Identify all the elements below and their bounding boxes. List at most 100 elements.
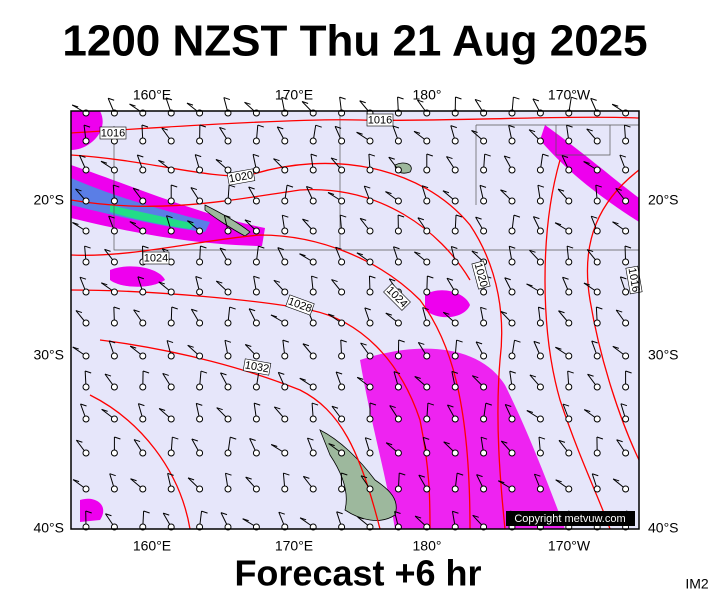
wind-barb-feather (596, 306, 603, 310)
station (593, 288, 601, 296)
station (82, 288, 90, 296)
station (139, 449, 147, 457)
wind-barb-feather (171, 184, 178, 188)
station (309, 137, 317, 145)
wind-barb-feather (359, 217, 367, 221)
wind-barb-feather (508, 124, 515, 128)
wind-barb-feather (104, 373, 112, 377)
station (565, 288, 573, 296)
wind-barb-feather (306, 186, 313, 189)
wind-barb-feather (443, 441, 450, 445)
wind-barb-feather (165, 97, 173, 101)
station (451, 485, 459, 493)
isobars (70, 116, 640, 530)
wind-barb-feather (282, 339, 290, 343)
station (423, 197, 431, 205)
wind-barb-feather (385, 442, 393, 446)
wind-barb-feather (480, 436, 488, 440)
station (480, 197, 488, 205)
station (167, 197, 175, 205)
station (252, 449, 260, 457)
wind-barb-feather (620, 403, 628, 407)
wind-barb-feather (253, 275, 260, 279)
bottom-label: 160°E (133, 538, 171, 554)
wind-barb-feather (554, 222, 562, 226)
wind-barb-feather (327, 192, 335, 195)
wind-barb-feather (399, 472, 406, 476)
station (281, 288, 289, 296)
station (167, 137, 175, 145)
wind-barb-feather (171, 306, 178, 310)
station (480, 449, 488, 457)
wind-barb-feather (230, 436, 237, 440)
station (110, 197, 118, 205)
station (281, 415, 289, 423)
wind-barb-feather (335, 371, 343, 375)
station (167, 383, 175, 391)
wind-barb-feather (302, 343, 310, 347)
wind-barb-feather (172, 436, 179, 440)
wind-barb-feather (557, 188, 565, 192)
station (196, 352, 204, 360)
station (110, 288, 118, 296)
wind-barb-feather (452, 510, 459, 514)
isobar-label-text: 1016 (626, 267, 642, 293)
wind-barb-feather (369, 402, 377, 406)
wind-barb-feather (143, 510, 150, 514)
station (622, 288, 630, 296)
top-label: 170°W (548, 87, 591, 103)
station (82, 258, 90, 266)
wind-barb-feather (277, 247, 284, 251)
wind-barb-feather (498, 480, 505, 484)
station (110, 258, 118, 266)
wind-barb-feather (389, 405, 396, 409)
station (480, 485, 488, 493)
station (480, 166, 488, 174)
wind-barb-feather (484, 153, 491, 157)
station (281, 197, 289, 205)
station (224, 166, 232, 174)
wind-barb-feather (254, 402, 261, 406)
station (480, 227, 488, 235)
wind-barb-feather (75, 188, 82, 192)
station (338, 352, 346, 360)
wind-barb-feather (158, 408, 166, 411)
rain-core (71, 178, 210, 232)
wind-barb-feather (558, 439, 566, 443)
wind-barb-feather (133, 439, 141, 443)
wind-barb-feather (216, 280, 223, 284)
wind-barb-feather (485, 402, 492, 406)
station (593, 137, 601, 145)
wind-barb-feather (278, 371, 285, 375)
wind-barb-feather (252, 153, 260, 157)
wind-barb-feather (220, 372, 227, 376)
wind-barb-feather (191, 438, 199, 442)
station (252, 415, 260, 423)
station (508, 137, 516, 145)
isobar-label-text: 1020 (228, 169, 254, 185)
station (622, 137, 630, 145)
wind-barb-feather (195, 276, 202, 279)
wind-barb-feather (129, 221, 137, 225)
station (82, 449, 90, 457)
station (565, 227, 573, 235)
station (622, 227, 630, 235)
station (622, 383, 630, 391)
station (139, 352, 147, 360)
station (196, 288, 204, 296)
station (167, 288, 175, 296)
wind-barb-feather (592, 473, 599, 477)
station (224, 197, 232, 205)
rain-band (540, 125, 639, 222)
station (423, 485, 431, 493)
isobar-label-box (471, 260, 491, 290)
station (309, 485, 317, 493)
wind-barb-feather (365, 437, 372, 441)
station (338, 383, 346, 391)
station (110, 485, 118, 493)
wind-barb-feather (394, 511, 401, 514)
wind-barb-feather (514, 339, 521, 343)
station (309, 449, 317, 457)
wind-barb-feather (311, 402, 319, 406)
